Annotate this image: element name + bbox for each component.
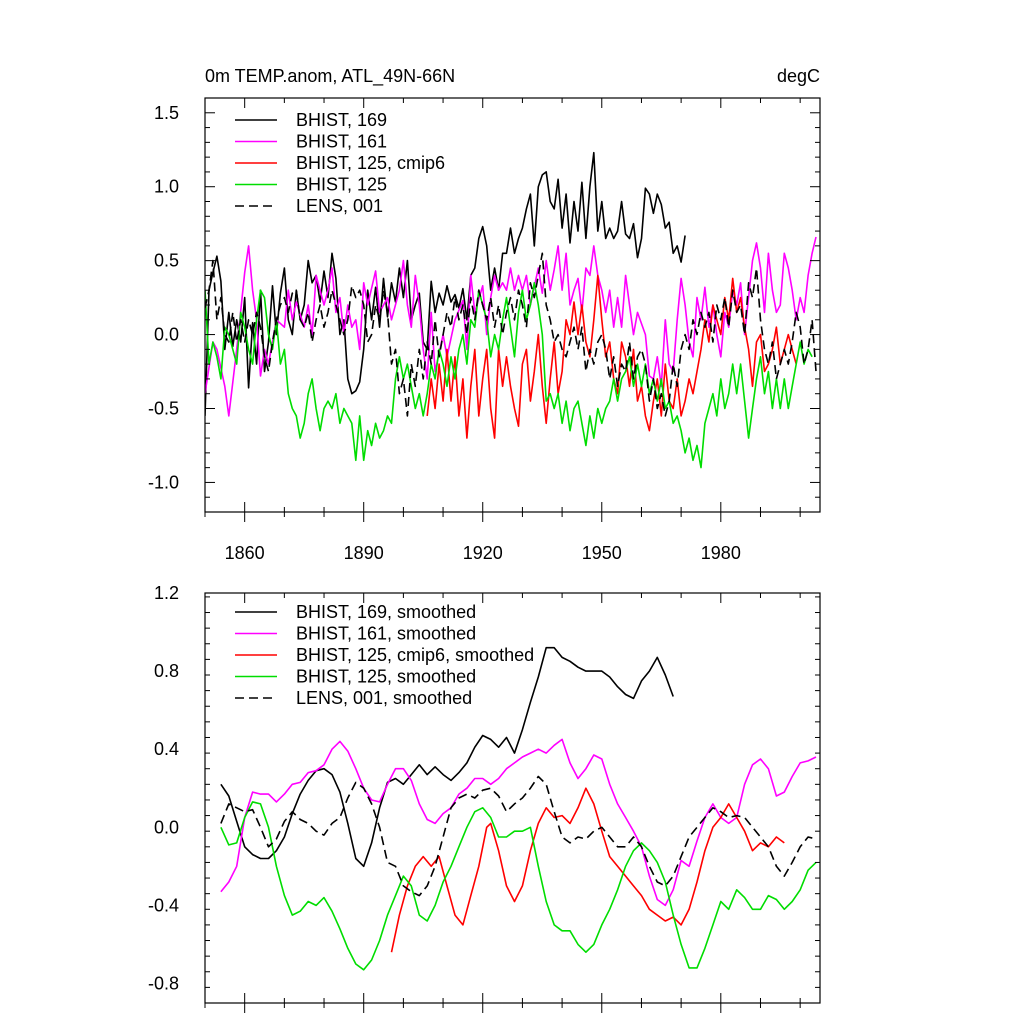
top-series-line-1 — [205, 151, 686, 416]
top-series-lines — [205, 151, 817, 469]
bottom-ytick-label: -0.4 — [148, 895, 179, 915]
bottom-ytick-label: 0.4 — [154, 739, 179, 759]
bottom-series-line-4 — [220, 801, 817, 971]
top-legend-label-1: BHIST, 169 — [296, 110, 387, 130]
top-chart-units: degC — [777, 66, 820, 86]
bottom-chart: -0.8 -0.4 0.0 0.4 0.8 1.2 BHIST, 169, smoothed… — [148, 583, 821, 1013]
bottom-legend-label-1: BHIST, 169, smoothed — [296, 602, 476, 622]
top-ytick-label: 0.0 — [154, 325, 179, 345]
bottom-series-line-3 — [390, 787, 785, 953]
bottom-plot-frame — [204, 592, 821, 1004]
top-xtick-label: 1980 — [701, 543, 741, 563]
top-xtick-label: 1920 — [463, 543, 503, 563]
top-legend-label-4: BHIST, 125 — [296, 175, 387, 195]
top-ytick-label: 1.5 — [154, 103, 179, 123]
top-ytick-label: -1.0 — [148, 472, 179, 492]
bottom-series-lines — [220, 646, 817, 971]
top-xtick-label: 1890 — [344, 543, 384, 563]
bottom-legend-label-3: BHIST, 125, cmip6, smoothed — [296, 645, 534, 665]
bottom-ytick-label: 1.2 — [154, 583, 179, 603]
top-ytick-label: -0.5 — [148, 399, 179, 419]
top-ytick-label: 1.0 — [154, 177, 179, 197]
top-series-line-4 — [205, 282, 813, 469]
bottom-ytick-label: 0.0 — [154, 817, 179, 837]
top-plot-area: -1.0 -0.5 0.0 0.5 1.0 1.5 1860 1890 1920 1950 1980… — [148, 97, 821, 563]
bottom-series-line-2 — [220, 738, 817, 907]
top-legend-label-2: BHIST, 161 — [296, 132, 387, 152]
bottom-series-line-5 — [220, 775, 817, 897]
bottom-series-line-1 — [220, 646, 674, 868]
top-series-line-3 — [426, 274, 797, 439]
top-series-line-2 — [205, 236, 817, 417]
top-legend-label-5: LENS, 001 — [296, 196, 383, 216]
bottom-ytick-label: -0.8 — [148, 973, 179, 993]
bottom-legend-label-5: LENS, 001, smoothed — [296, 688, 472, 708]
top-chart-title: 0m TEMP.anom, ATL_49N-66N — [205, 66, 455, 87]
top-series-line-5 — [205, 252, 817, 417]
bottom-legend-label-4: BHIST, 125, smoothed — [296, 667, 476, 687]
top-xtick-label: 1950 — [582, 543, 622, 563]
top-chart: 0m TEMP.anom, ATL_49N-66N degC -1.0 -0.5 0… — [148, 66, 821, 563]
top-xtick-label: 1860 — [225, 543, 265, 563]
bottom-plot-area: -0.8 -0.4 0.0 0.4 0.8 1.2 BHIST, 169, smoothed… — [148, 583, 821, 1013]
top-legend-label-3: BHIST, 125, cmip6 — [296, 153, 445, 173]
bottom-ytick-label: 0.8 — [154, 661, 179, 681]
bottom-legend-label-2: BHIST, 161, smoothed — [296, 624, 476, 644]
top-ytick-label: 0.5 — [154, 251, 179, 271]
